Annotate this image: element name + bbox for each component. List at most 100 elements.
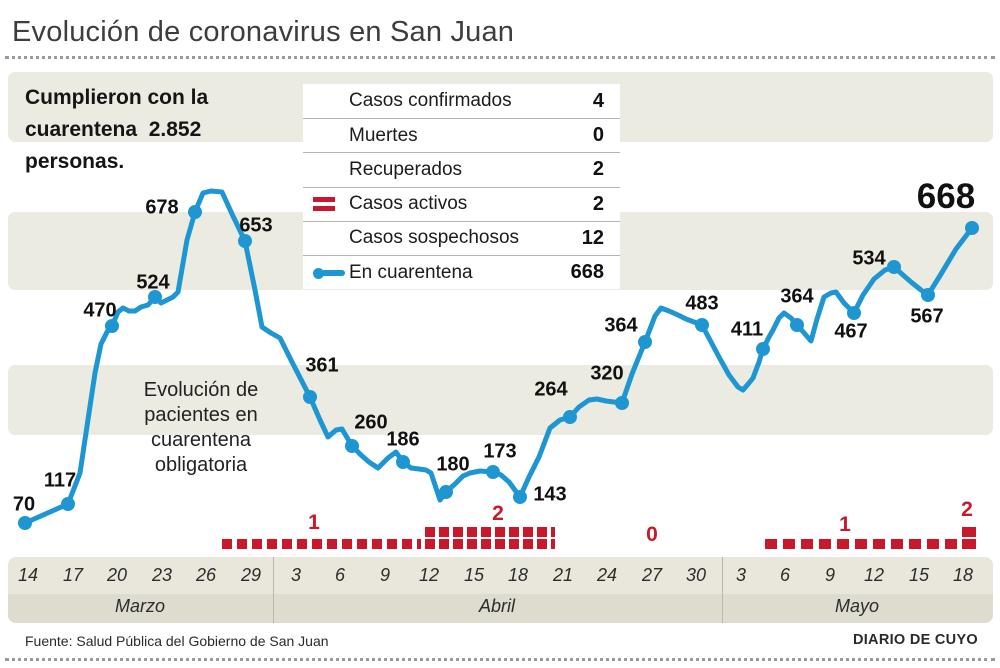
legend-value: 668	[570, 261, 604, 284]
axis-tick: 14	[17, 565, 39, 585]
data-point-label: 186	[386, 428, 420, 451]
stats-legend: Casos confirmados 4 Muertes 0 Recuperados 2 Ca…	[303, 84, 620, 289]
x-axis-band	[8, 557, 993, 623]
legend-row: Casos activos 2	[303, 186, 620, 221]
data-point	[756, 342, 770, 356]
data-point-label: 364	[780, 285, 814, 308]
axis-tick: 9	[379, 565, 391, 585]
legend-value: 2	[592, 192, 604, 215]
legend-value: 4	[592, 89, 604, 112]
legend-value: 2	[592, 158, 604, 181]
data-point-label: 364	[604, 314, 638, 337]
data-point-label: 173	[483, 440, 517, 463]
data-point-label: 567	[910, 305, 944, 328]
axis-tick: 20	[106, 565, 128, 585]
active-cases-bar	[765, 539, 959, 549]
active-cases-count-label: 2	[492, 502, 504, 525]
data-point-label: 260	[354, 411, 388, 434]
axis-tick: 12	[418, 565, 440, 585]
legend-label: Recuperados	[349, 158, 463, 180]
month-label: Abril	[478, 596, 516, 616]
data-point	[790, 318, 804, 332]
legend-label: Casos sospechosos	[349, 227, 520, 249]
axis-tick: 15	[908, 565, 930, 585]
month-band	[8, 594, 993, 623]
month-label: Marzo	[114, 596, 166, 616]
axis-tick: 27	[641, 565, 663, 585]
top-dotted-divider	[5, 56, 995, 59]
data-point	[847, 306, 861, 320]
axis-tick: 18	[507, 565, 529, 585]
legend-row: Recuperados 2	[303, 152, 620, 186]
active-cases-count-label: 1	[839, 513, 851, 536]
data-point	[513, 490, 527, 504]
source-credit: Fuente: Salud Pública del Gobierno de Sa…	[25, 633, 329, 649]
active-cases-bar	[425, 527, 555, 537]
axis-tick: 30	[685, 565, 707, 585]
data-point	[695, 318, 709, 332]
active-cases-count-label: 2	[961, 498, 973, 521]
data-point-label: 483	[685, 292, 719, 315]
chart-annotation-line: cuarentena	[150, 429, 252, 451]
legend-value: 0	[592, 124, 604, 147]
data-point-label: 467	[834, 320, 868, 343]
axis-tick: 15	[463, 565, 485, 585]
data-point-label: 361	[305, 354, 339, 377]
data-point-label: 470	[83, 299, 117, 322]
axis-tick: 26	[195, 565, 217, 585]
data-point	[18, 516, 32, 530]
legend-row: Casos sospechosos 12	[303, 220, 620, 255]
active-cases-bar	[962, 527, 976, 537]
quarantine-note-line: cuarentena 2.852	[25, 118, 202, 141]
axis-tick: 29	[240, 565, 262, 585]
data-point-label: 524	[136, 271, 170, 294]
active-cases-icon	[313, 197, 335, 212]
legend-label: En cuarentena	[349, 261, 473, 283]
data-point-label: 653	[239, 214, 273, 237]
chart-annotation-line: pacientes en	[144, 404, 258, 426]
legend-label: Casos confirmados	[349, 90, 512, 112]
legend-value: 12	[581, 226, 604, 249]
data-point	[921, 288, 935, 302]
axis-tick: 9	[824, 565, 836, 585]
legend-row: En cuarentena 668	[303, 254, 620, 289]
data-point-label: 320	[590, 362, 624, 385]
axis-tick: 24	[596, 565, 618, 585]
active-cases-bar	[222, 539, 421, 549]
active-cases-count-label: 0	[646, 523, 658, 546]
data-point-label: 117	[43, 469, 77, 492]
data-point	[396, 455, 410, 469]
legend-label: Muertes	[349, 124, 418, 146]
legend-icon-zone	[303, 197, 349, 212]
active-cases-bar	[962, 539, 976, 549]
chart-annotation-line: obligatoria	[154, 454, 248, 476]
legend-icon-zone	[303, 267, 349, 279]
axis-tick: 17	[62, 565, 84, 585]
quarantine-line-icon	[313, 267, 347, 279]
data-point-label: 180	[436, 453, 470, 476]
quarantine-note: Cumplieron con la cuarentena 2.852 persona…	[25, 82, 208, 178]
data-point	[345, 439, 359, 453]
axis-tick: 21	[552, 565, 574, 585]
month-label: Mayo	[834, 596, 880, 616]
axis-tick: 18	[952, 565, 974, 585]
page-title: Evolución de coronavirus en San Juan	[12, 16, 515, 48]
legend-row: Muertes 0	[303, 118, 620, 152]
data-point-label: 70	[12, 493, 36, 516]
axis-tick: 6	[779, 565, 791, 585]
data-point	[486, 465, 500, 479]
data-point-label: 411	[730, 318, 764, 341]
bottom-dotted-divider	[5, 658, 995, 661]
axis-tick: 6	[334, 565, 346, 585]
active-cases-count-label: 1	[308, 511, 320, 534]
data-point-label: 534	[852, 247, 886, 270]
latest-value-label: 668	[916, 177, 976, 216]
axis-tick: 12	[863, 565, 885, 585]
chart-annotation-line: Evolución de	[143, 379, 259, 401]
axis-tick: 3	[735, 565, 747, 585]
month-separator	[273, 557, 274, 623]
axis-tick: 23	[151, 565, 173, 585]
quarantine-note-line: personas.	[25, 150, 125, 173]
data-point-label: 264	[534, 378, 568, 401]
